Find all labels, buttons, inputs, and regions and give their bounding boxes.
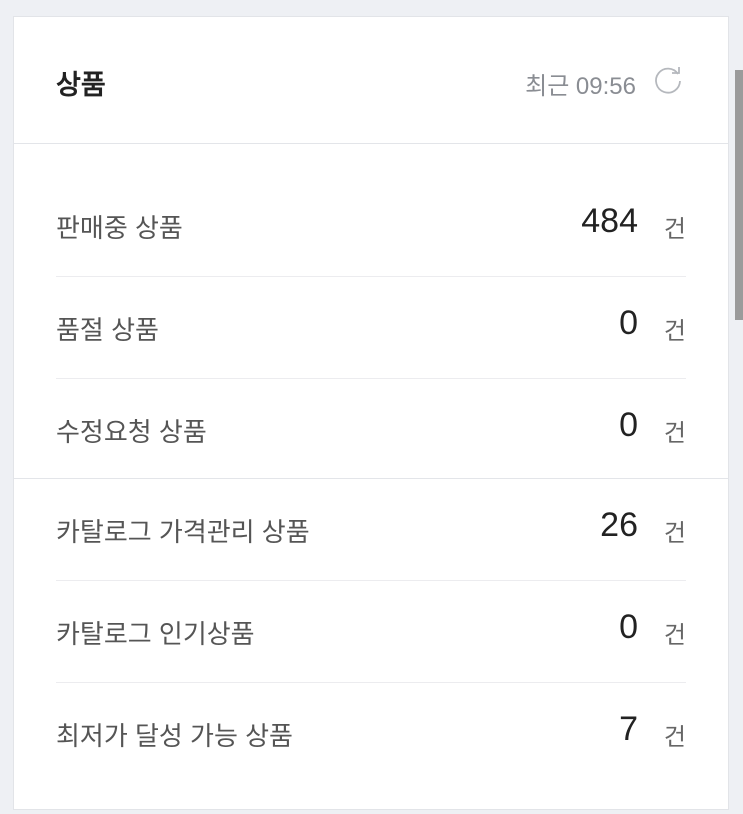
item-unit: 건 [663,724,686,751]
list-item[interactable]: 카탈로그 인기상품 0 건 [56,581,686,683]
item-label: 카탈로그 가격관리 상품 [56,517,310,547]
item-count[interactable]: 0 [619,406,638,444]
card-title: 상품 [56,70,106,100]
item-count[interactable]: 7 [619,710,638,748]
item-count[interactable]: 26 [600,506,638,544]
item-unit: 건 [663,318,686,345]
list-item[interactable]: 판매중 상품 484 건 [56,175,686,277]
item-label: 카탈로그 인기상품 [56,619,255,649]
item-unit: 건 [663,216,686,243]
item-label: 최저가 달성 가능 상품 [56,721,293,751]
item-label: 수정요청 상품 [56,417,207,447]
item-unit: 건 [663,520,686,547]
item-unit: 건 [663,622,686,649]
list-item[interactable]: 품절 상품 0 건 [56,277,686,379]
item-label: 품절 상품 [56,315,159,345]
item-count[interactable]: 484 [581,202,638,240]
list-item[interactable]: 최저가 달성 가능 상품 7 건 [56,683,686,784]
refresh-icon[interactable] [652,65,684,97]
list-item[interactable]: 카탈로그 가격관리 상품 26 건 [56,479,686,581]
scrollbar-thumb[interactable] [735,70,743,320]
item-count[interactable]: 0 [619,608,638,646]
list-item[interactable]: 수정요청 상품 0 건 [56,379,686,480]
item-unit: 건 [663,420,686,447]
scrollbar-track[interactable] [734,0,743,814]
item-count[interactable]: 0 [619,304,638,342]
item-label: 판매중 상품 [56,213,183,243]
product-status-group: 판매중 상품 484 건 품절 상품 0 건 수정요청 상품 0 건 [14,175,728,480]
card-header: 상품 최근 09:56 [14,17,728,144]
products-card: 상품 최근 09:56 판매중 상품 484 건 품절 상품 0 건 수정요청 상품 0 건… [13,16,729,810]
last-updated: 최근 09:56 [525,73,636,100]
catalog-group: 카탈로그 가격관리 상품 26 건 카탈로그 인기상품 0 건 최저가 달성 가능 상품… [14,478,728,784]
